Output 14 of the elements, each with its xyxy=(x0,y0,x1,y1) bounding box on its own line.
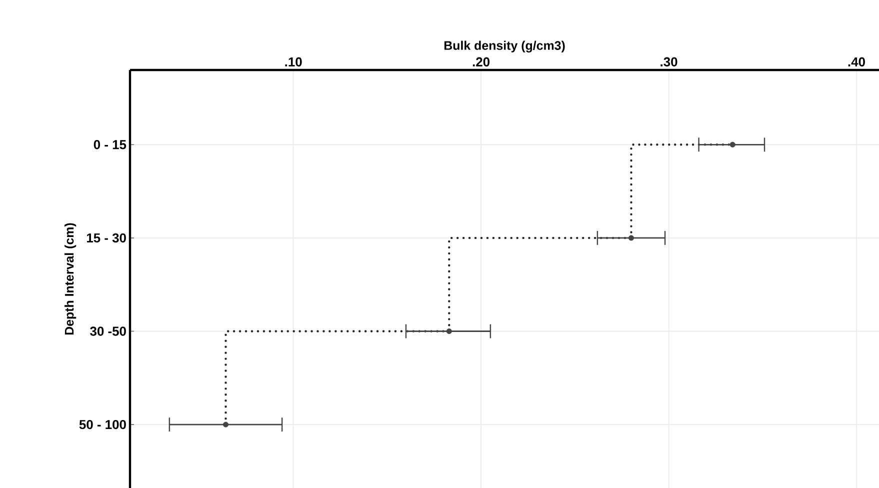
y-tick-label: 30 -50 xyxy=(90,326,126,336)
point xyxy=(730,142,736,148)
point xyxy=(222,422,229,428)
y-tick-label: 0 - 15 xyxy=(94,140,126,150)
x-axis-title: Bulk density (g/cm3) xyxy=(444,40,565,52)
x-tick-label: .30 xyxy=(660,57,678,66)
point xyxy=(628,235,634,241)
x-tick-label: .10 xyxy=(285,57,302,66)
y-tick-label: 50 - 100 xyxy=(79,420,126,430)
y-tick-label: 15 - 30 xyxy=(86,233,126,243)
y-axis-title: Depth Interval (cm) xyxy=(64,223,76,335)
point xyxy=(446,328,452,334)
x-tick-label: .40 xyxy=(848,57,865,66)
x-tick-label: .20 xyxy=(472,57,490,66)
